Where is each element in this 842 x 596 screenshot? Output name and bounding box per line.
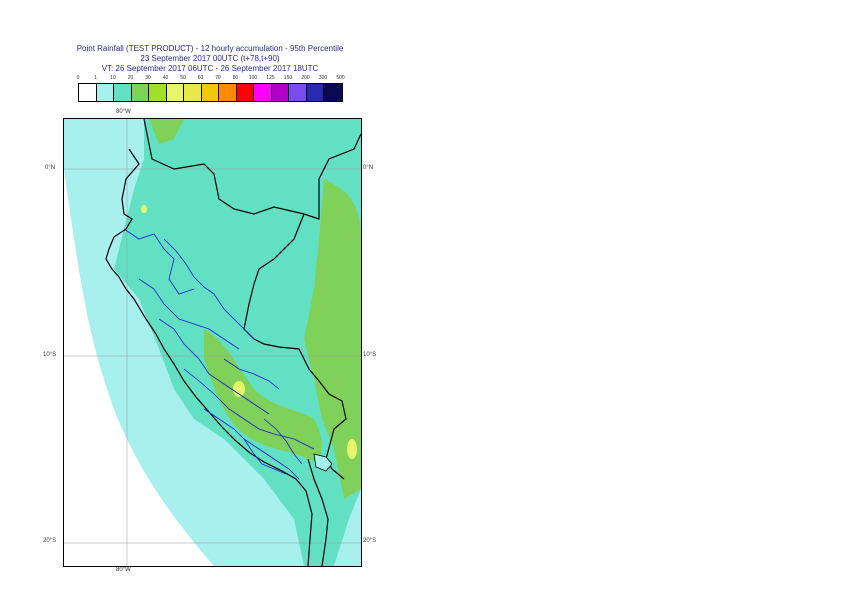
legend-colorbar: [78, 83, 343, 102]
legend-swatch: [131, 84, 149, 101]
legend-label: 50: [180, 75, 186, 81]
legend-label: 125: [266, 75, 275, 81]
department-border: [138, 278, 240, 350]
lon-label-bottom: 80°W: [116, 567, 131, 573]
department-border: [223, 358, 280, 390]
legend-swatch: [201, 84, 219, 101]
legend-label: 60: [197, 75, 204, 81]
lake-titicaca: [313, 453, 333, 472]
lat-label-right-0: 0°N: [363, 165, 374, 171]
legend-swatch: [254, 84, 272, 101]
department-border: [243, 438, 287, 475]
rainfall-green-band: [204, 329, 322, 461]
legend-label: 150: [283, 75, 293, 81]
legend-label: 20: [127, 75, 134, 81]
lon-label-top: 80°W: [116, 109, 131, 115]
chart-title-line2: 23 September 2017 00UTC (t+78,t+90): [140, 54, 280, 63]
border-line: [143, 119, 361, 220]
legend-label: 30: [145, 75, 151, 81]
legend-swatch: [96, 84, 114, 101]
legend-swatch: [219, 84, 237, 101]
department-border: [213, 293, 255, 340]
legend-label: 500: [336, 75, 345, 81]
legend-label: 80: [232, 75, 239, 81]
department-border: [203, 408, 300, 480]
legend-swatch: [149, 84, 167, 101]
coastline: [105, 148, 313, 566]
legend-swatch: [236, 84, 254, 101]
rainfall-yellow-spot: [347, 439, 357, 459]
legend-swatch: [271, 84, 289, 101]
legend-label: 70: [215, 75, 221, 81]
legend-swatch: [324, 84, 342, 101]
rainfall-green-band: [344, 359, 361, 489]
legend-labels: 0 1 10 20 30 40 50 60 70 80 100 125 150 200 300 500: [0, 75, 842, 85]
department-border: [183, 368, 315, 450]
department-border: [263, 418, 303, 465]
legend-label: 1: [94, 75, 97, 81]
legend-swatch: [184, 84, 202, 101]
lat-label-left-20: 20°S: [43, 538, 57, 544]
map-canvas: [64, 119, 361, 566]
legend-label: 100: [248, 75, 258, 81]
lat-label-left-0: 0°N: [45, 165, 56, 171]
rainfall-yellow-spot: [233, 381, 245, 397]
legend-swatch: [166, 84, 184, 101]
legend-label: 10: [110, 75, 116, 81]
rainfall-green-band: [149, 119, 184, 144]
legend-label: 40: [162, 75, 169, 81]
lat-label-right-10: 10°S: [363, 352, 377, 358]
border-line: [307, 458, 329, 566]
rainfall-map: [63, 118, 362, 567]
department-border: [163, 238, 215, 295]
legend-label: 300: [318, 75, 328, 81]
legend-label: 0: [76, 75, 80, 81]
legend-swatch: [289, 84, 307, 101]
chart-title-line1: Point Rainfall (TEST PRODUCT) - 12 hourl…: [76, 44, 344, 53]
rainfall-yellow-spot: [141, 205, 147, 213]
border-line: [243, 213, 347, 480]
legend-swatch: [79, 84, 97, 101]
department-border: [158, 318, 270, 415]
dry-offshore-area: [64, 169, 214, 566]
lat-label-left-10: 10°S: [43, 352, 57, 358]
department-border: [123, 228, 195, 295]
chart-title-line3: VT: 26 September 2017 06UTC - 26 Septemb…: [101, 64, 319, 73]
lat-label-right-20: 20°S: [363, 538, 377, 544]
legend-swatch: [114, 84, 132, 101]
legend-swatch: [306, 84, 324, 101]
legend-label: 200: [301, 75, 310, 81]
